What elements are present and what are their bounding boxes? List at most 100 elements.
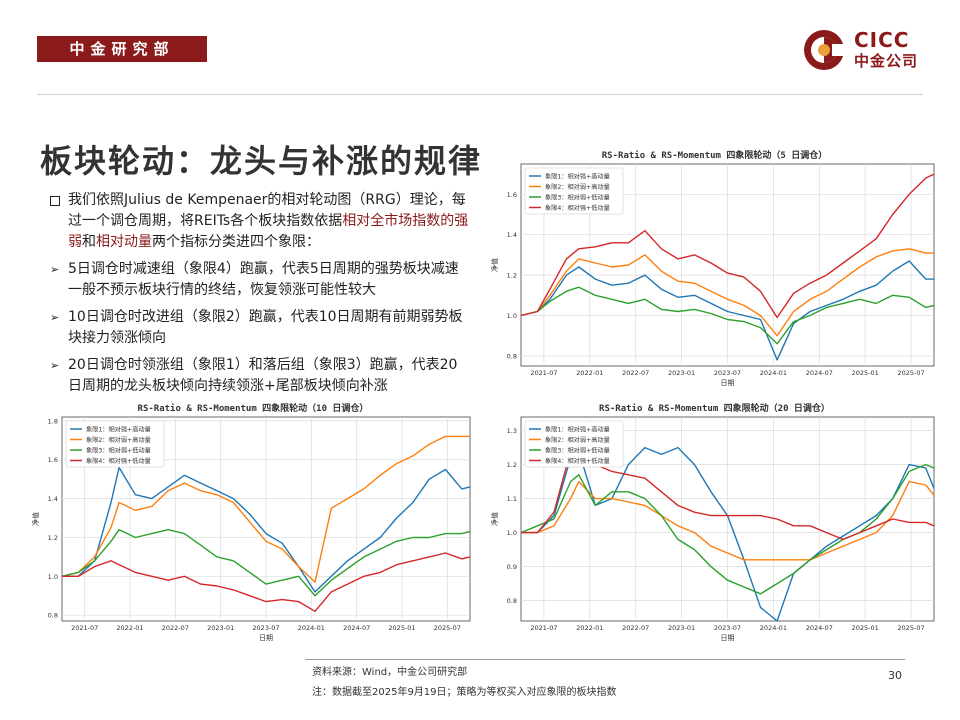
arrow-bullet-icon: ➢: [50, 311, 60, 324]
y-axis-label: 净值: [490, 258, 499, 272]
y-tick-label: 1.3: [507, 427, 517, 435]
logo-english: CICC: [854, 28, 910, 52]
x-tick-label: 2025-01: [852, 369, 879, 377]
x-tick-label: 2024-01: [760, 624, 787, 632]
x-tick-label: 2022-01: [576, 369, 603, 377]
y-tick-label: 0.8: [507, 352, 517, 360]
x-tick-label: 2022-07: [622, 369, 649, 377]
bullet-item: ➢ 10日调仓时改进组（象限2）跑赢，代表10日周期有前期弱势板块接力领涨倾向: [50, 307, 470, 349]
y-tick-label: 1.8: [48, 417, 58, 425]
footnote: 注：数据截至2025年9月19日；策略为等权买入对应象限的板块指数: [312, 687, 617, 698]
series-line-4: [62, 552, 471, 613]
chart-20day-plot: 0.8 0.9 1.0 1.1 1.2 1.3 2021-07 2022-01 2022-07 2…: [490, 416, 935, 642]
x-tick-label: 2025-07: [897, 624, 924, 632]
highlight-text: 相对动量: [96, 234, 152, 250]
y-tick-label: 1.6: [507, 191, 517, 199]
y-tick-label: 1.4: [48, 495, 58, 503]
chart-10day: RS-Ratio & RS-Momentum 四象限轮动（10 日调仓） 0.8…: [28, 401, 478, 655]
x-tick-label: 2025-01: [388, 624, 415, 632]
series-line-1: [520, 260, 934, 361]
bullet-text: 20日调仓时领涨组（象限1）和落后组（象限3）跑赢，代表20日周期的龙头板块倾向…: [68, 357, 458, 394]
y-tick-label: 1.0: [507, 312, 517, 320]
x-tick-label: 2024-07: [343, 624, 370, 632]
x-tick-label: 2024-01: [760, 369, 787, 377]
chart-title: RS-Ratio & RS-Momentum 四象限轮动（20 日调仓）: [599, 404, 830, 414]
header-divider: [37, 94, 923, 95]
legend-box: [524, 420, 624, 468]
x-tick-label: 2023-01: [668, 624, 695, 632]
legend-label: 象限3：相对弱+低动量: [86, 446, 151, 454]
legend-label: 象限2：相对弱+高动量: [545, 436, 610, 444]
y-tick-label: 1.2: [507, 461, 517, 469]
series-line-2: [521, 480, 935, 561]
x-axis-label: 日期: [721, 379, 735, 387]
x-tick-label: 2021-07: [71, 624, 98, 632]
chart-5day: RS-Ratio & RS-Momentum 四象限轮动（5 日调仓） 0.8 1…: [487, 148, 942, 400]
series-line-2: [61, 435, 470, 583]
square-bullet-icon: [50, 196, 60, 206]
legend-label: 象限3：相对弱+低动量: [545, 193, 610, 201]
y-tick-label: 1.0: [48, 573, 58, 581]
series-line-3: [520, 463, 935, 595]
cicc-logo: CICC 中金公司: [802, 26, 932, 76]
series-line-4: [520, 173, 935, 319]
chart-10day-plot: 0.8 1.0 1.2 1.4 1.6 1.8 2021-07 2022-01 2022-07 2…: [31, 416, 471, 642]
series-line-1: [62, 466, 471, 593]
series-line-2: [520, 248, 934, 337]
footer-divider: [305, 659, 905, 660]
page-number: 30: [888, 669, 902, 682]
highlight-text: 相对全市场指数的强弱: [68, 213, 469, 250]
x-tick-label: 2024-07: [806, 369, 833, 377]
legend-label: 象限1：相对强+高动量: [545, 172, 610, 180]
legend-label: 象限4：相对强+低动量: [86, 457, 151, 465]
y-tick-label: 1.2: [48, 534, 58, 542]
x-tick-label: 2024-01: [298, 624, 325, 632]
arrow-bullet-icon: ➢: [50, 263, 60, 276]
x-tick-label: 2022-01: [576, 624, 603, 632]
chart-title: RS-Ratio & RS-Momentum 四象限轮动（5 日调仓）: [601, 151, 828, 161]
series-line-3: [61, 528, 471, 597]
bullet-text: 5日调仓时减速组（象限4）跑赢，代表5日周期的强势板块减速一般不预示板块行情的终…: [68, 261, 459, 298]
x-tick-label: 2022-07: [622, 624, 649, 632]
y-axis-label: 净值: [490, 512, 499, 526]
x-tick-label: 2021-07: [530, 369, 557, 377]
x-tick-label: 2023-01: [207, 624, 234, 632]
bullet-text: 我们依照Julius de Kempenaer的相对轮动图（RRG）理论，每过一…: [68, 192, 466, 229]
bullet-text: 两个指标分类进四个象限：: [152, 234, 320, 250]
x-tick-label: 2025-01: [852, 624, 879, 632]
y-tick-label: 0.8: [48, 612, 58, 620]
page-title: 板块轮动：龙头与补涨的规律: [40, 142, 483, 180]
y-tick-label: 1.4: [507, 231, 517, 239]
legend-label: 象限2：相对弱+高动量: [545, 183, 610, 191]
x-axis-label: 日期: [721, 634, 735, 642]
x-tick-label: 2025-07: [434, 624, 461, 632]
chart-5day-plot: 0.8 1.0 1.2 1.4 1.6 2021-07 2022-01 2022-07 2023…: [490, 163, 935, 387]
y-axis-label: 净值: [31, 512, 40, 526]
bullet-text: 和: [82, 234, 96, 250]
bullet-item: ➢ 5日调仓时减速组（象限4）跑赢，代表5日周期的强势板块减速一般不预示板块行情的…: [50, 259, 470, 301]
y-tick-label: 0.8: [507, 597, 517, 605]
bullet-text: 10日调仓时改进组（象限2）跑赢，代表10日周期有前期弱势板块接力领涨倾向: [68, 309, 463, 346]
legend-label: 象限4：相对强+低动量: [545, 457, 610, 465]
series-line-3: [520, 286, 935, 345]
chart-20day: RS-Ratio & RS-Momentum 四象限轮动（20 日调仓） 0.8…: [487, 401, 942, 655]
legend-label: 象限2：相对弱+高动量: [86, 436, 151, 444]
source-note: 资料来源：Wind，中金公司研究部: [312, 667, 468, 678]
legend-label: 象限1：相对强+高动量: [86, 425, 151, 433]
x-tick-label: 2023-07: [714, 624, 741, 632]
x-tick-label: 2023-07: [252, 624, 279, 632]
legend-label: 象限1：相对强+高动量: [545, 425, 610, 433]
legend-box: [65, 420, 165, 468]
x-tick-label: 2021-07: [530, 624, 557, 632]
y-tick-label: 1.6: [48, 456, 58, 464]
cicc-logo-icon: [804, 30, 846, 70]
bullet-list: 我们依照Julius de Kempenaer的相对轮动图（RRG）理论，每过一…: [50, 190, 470, 403]
y-tick-label: 1.2: [507, 272, 517, 280]
x-tick-label: 2022-07: [162, 624, 189, 632]
bullet-item: 我们依照Julius de Kempenaer的相对轮动图（RRG）理论，每过一…: [50, 190, 470, 253]
y-tick-label: 1.0: [507, 529, 517, 537]
legend-label: 象限3：相对弱+低动量: [545, 446, 610, 454]
department-tag: 中金研究部: [37, 36, 207, 62]
arrow-bullet-icon: ➢: [50, 359, 60, 372]
legend-box: [524, 167, 624, 215]
